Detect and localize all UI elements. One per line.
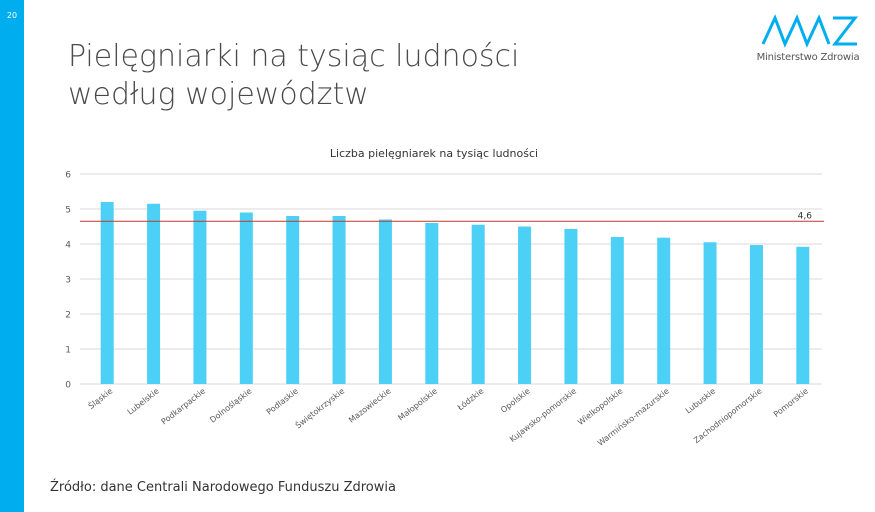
- x-tick-label: Wielkopolskie: [576, 386, 625, 427]
- slide-title: Pielęgniarki na tysiąc ludności według w…: [68, 38, 628, 114]
- source-note: Źródło: dane Centrali Narodowego Fundusz…: [50, 480, 396, 495]
- x-tick-label: Podkarpackie: [160, 386, 208, 426]
- chart-title: Liczba pielęgniarek na tysiąc ludności: [330, 147, 538, 160]
- x-tick-label: Lubelskie: [126, 386, 161, 416]
- x-tick-label: Dolnośląskie: [208, 386, 254, 425]
- bar: [239, 212, 253, 384]
- y-tick-label: 3: [65, 276, 71, 286]
- bar: [193, 210, 207, 384]
- y-tick-label: 6: [65, 171, 71, 181]
- x-tick-label: Pomorskie: [772, 386, 810, 419]
- bar: [471, 224, 485, 384]
- bar: [796, 246, 810, 384]
- accent-strip: [0, 0, 24, 512]
- bar: [425, 223, 439, 384]
- slide-title-line-2: według województw: [68, 77, 369, 112]
- y-tick-label: 2: [65, 311, 71, 321]
- bar: [564, 228, 578, 384]
- x-tick-label: Lubuskie: [684, 386, 718, 415]
- y-axis-ticks: 0 1 2 3 4 5 6: [65, 171, 71, 391]
- bars: [100, 202, 810, 384]
- bar: [332, 216, 346, 384]
- x-tick-label: Małopolskie: [396, 386, 439, 422]
- x-tick-label: Łódzkie: [454, 386, 485, 413]
- average-line-label: 4,6: [798, 211, 813, 221]
- bar: [610, 237, 624, 384]
- bar: [378, 219, 392, 384]
- slide-title-line-1: Pielęgniarki na tysiąc ludności: [68, 39, 520, 74]
- bar: [147, 203, 161, 384]
- x-tick-label: Podlaskie: [265, 386, 300, 416]
- y-tick-label: 1: [65, 346, 71, 356]
- average-line-group: 4,6: [80, 211, 824, 222]
- bar: [518, 226, 532, 384]
- y-tick-label: 4: [65, 241, 71, 251]
- bar: [100, 202, 114, 384]
- logo-caption: Ministerstwo Zdrowia: [756, 52, 860, 63]
- bar: [703, 242, 717, 384]
- slide-number: 20: [6, 11, 18, 20]
- x-tick-label: Śląskie: [85, 385, 114, 411]
- bar: [286, 216, 300, 384]
- ministry-logo-icon: [761, 14, 859, 48]
- y-tick-label: 5: [65, 206, 71, 216]
- x-tick-label: Mazowieckie: [347, 386, 393, 424]
- x-tick-label: Opolskie: [499, 386, 532, 414]
- y-tick-label: 0: [65, 381, 71, 391]
- bar: [657, 237, 671, 384]
- x-tick-label: Świętokrzyskie: [293, 385, 347, 430]
- bar: [749, 245, 763, 384]
